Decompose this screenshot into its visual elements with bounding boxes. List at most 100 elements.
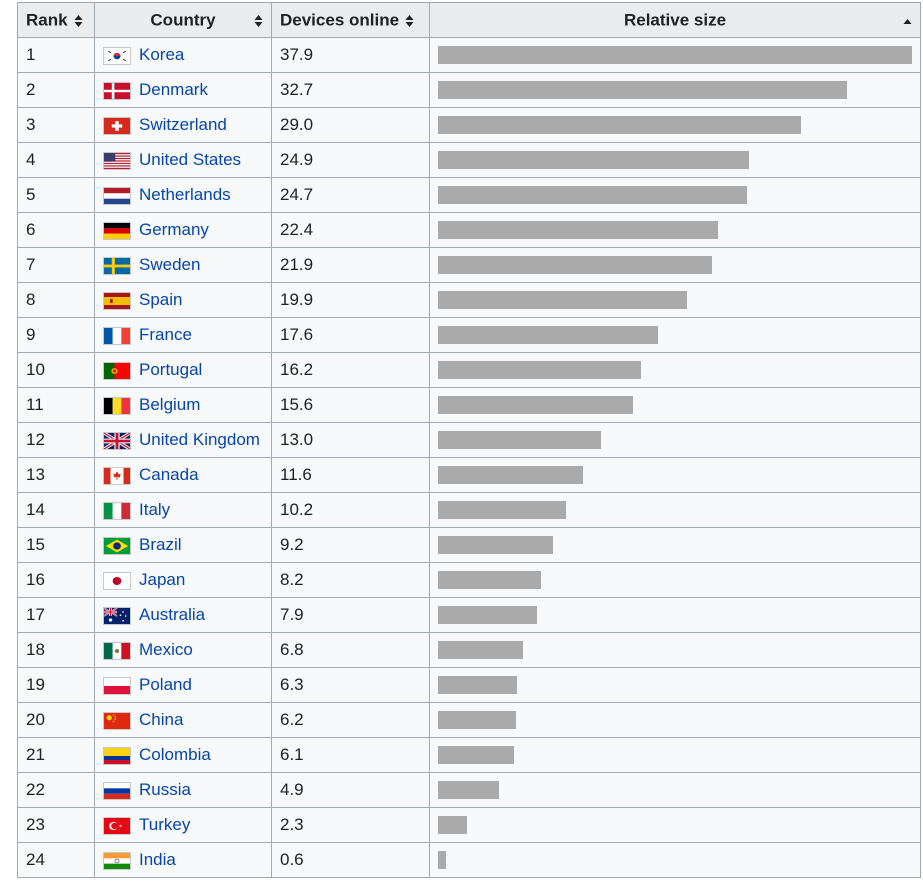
country-cell: Australia	[94, 597, 272, 633]
country-link[interactable]: Japan	[139, 570, 186, 589]
sort-both-icon[interactable]	[405, 13, 414, 28]
uk-flag-icon[interactable]	[103, 431, 131, 450]
relative-size-bar	[438, 81, 847, 99]
sweden-flag-icon[interactable]	[103, 256, 131, 275]
devices-column-header[interactable]: Devices online	[271, 2, 430, 38]
country-link[interactable]: Denmark	[139, 80, 208, 99]
relative-size-bar	[438, 571, 541, 589]
country-link[interactable]: Switzerland	[139, 115, 227, 134]
country-cell: Portugal	[94, 352, 272, 388]
denmark-flag-icon[interactable]	[103, 81, 131, 100]
relative-size-cell	[429, 177, 921, 213]
country-link[interactable]: Poland	[139, 675, 192, 694]
relative-size-cell	[429, 387, 921, 423]
sort-ascending-icon[interactable]	[903, 13, 912, 27]
netherlands-flag-icon[interactable]	[103, 186, 131, 205]
devices-online-cell: 11.6	[271, 457, 430, 493]
rank-column-header[interactable]: Rank	[17, 2, 95, 38]
china-flag-icon[interactable]	[103, 711, 131, 730]
switzerland-flag-icon[interactable]	[103, 116, 131, 135]
rank-header-label: Rank	[26, 10, 68, 30]
country-link[interactable]: Germany	[139, 220, 209, 239]
devices-online-cell: 10.2	[271, 492, 430, 528]
country-link[interactable]: United Kingdom	[139, 430, 260, 449]
italy-flag-icon[interactable]	[103, 501, 131, 520]
country-link[interactable]: France	[139, 325, 192, 344]
country-link[interactable]: United States	[139, 150, 242, 169]
table-row: 8 Spain 19.9	[17, 282, 921, 318]
belgium-flag-icon[interactable]	[103, 396, 131, 415]
table-row: 22 Russia 4.9	[17, 772, 921, 808]
country-link[interactable]: Mexico	[139, 640, 193, 659]
relative-size-cell	[429, 527, 921, 563]
rank-cell: 24	[17, 842, 95, 878]
rank-cell: 5	[17, 177, 95, 213]
rank-cell: 18	[17, 632, 95, 668]
country-header-label: Country	[150, 10, 216, 30]
country-link[interactable]: Belgium	[139, 395, 201, 414]
rank-cell: 22	[17, 772, 95, 808]
country-cell: Russia	[94, 772, 272, 808]
country-link[interactable]: China	[139, 710, 184, 729]
devices-online-cell: 21.9	[271, 247, 430, 283]
country-link[interactable]: Korea	[139, 45, 185, 64]
sort-both-icon[interactable]	[74, 13, 83, 28]
relative-size-bar	[438, 851, 446, 869]
table-header-row: Rank Country Devices online Relative siz…	[17, 2, 921, 38]
country-link[interactable]: Turkey	[139, 815, 191, 834]
relative-size-cell	[429, 422, 921, 458]
table-row: 1 Korea 37.9	[17, 37, 921, 73]
country-link[interactable]: Spain	[139, 290, 183, 309]
germany-flag-icon[interactable]	[103, 221, 131, 240]
country-cell: Switzerland	[94, 107, 272, 143]
canada-flag-icon[interactable]	[103, 466, 131, 485]
devices-online-cell: 16.2	[271, 352, 430, 388]
japan-flag-icon[interactable]	[103, 571, 131, 590]
relative-size-bar	[438, 746, 514, 764]
country-link[interactable]: Sweden	[139, 255, 201, 274]
devices-online-cell: 29.0	[271, 107, 430, 143]
table-row: 20 China 6.2	[17, 702, 921, 738]
country-link[interactable]: Australia	[139, 605, 206, 624]
country-link[interactable]: India	[139, 850, 176, 869]
table-row: 7 Sweden 21.9	[17, 247, 921, 283]
portugal-flag-icon[interactable]	[103, 361, 131, 380]
india-flag-icon[interactable]	[103, 851, 131, 870]
country-column-header[interactable]: Country	[94, 2, 272, 38]
devices-online-cell: 17.6	[271, 317, 430, 353]
colombia-flag-icon[interactable]	[103, 746, 131, 765]
korea-flag-icon[interactable]	[103, 46, 131, 65]
table-row: 21 Colombia 6.1	[17, 737, 921, 773]
rank-cell: 4	[17, 142, 95, 178]
country-link[interactable]: Canada	[139, 465, 199, 484]
mexico-flag-icon[interactable]	[103, 641, 131, 660]
country-link[interactable]: Colombia	[139, 745, 211, 764]
rank-cell: 17	[17, 597, 95, 633]
table-row: 11 Belgium 15.6	[17, 387, 921, 423]
rank-cell: 21	[17, 737, 95, 773]
country-cell: Canada	[94, 457, 272, 493]
russia-flag-icon[interactable]	[103, 781, 131, 800]
spain-flag-icon[interactable]	[103, 291, 131, 310]
australia-flag-icon[interactable]	[103, 606, 131, 625]
poland-flag-icon[interactable]	[103, 676, 131, 695]
devices-online-cell: 22.4	[271, 212, 430, 248]
relative-size-column-header[interactable]: Relative size	[429, 2, 921, 38]
country-link[interactable]: Russia	[139, 780, 191, 799]
usa-flag-icon[interactable]	[103, 151, 131, 170]
devices-online-cell: 15.6	[271, 387, 430, 423]
country-cell: Denmark	[94, 72, 272, 108]
country-link[interactable]: Netherlands	[139, 185, 231, 204]
relative-size-cell	[429, 282, 921, 318]
sort-both-icon[interactable]	[254, 13, 263, 27]
relative-size-bar	[438, 781, 499, 799]
france-flag-icon[interactable]	[103, 326, 131, 345]
devices-online-cell: 6.2	[271, 702, 430, 738]
turkey-flag-icon[interactable]	[103, 816, 131, 835]
country-link[interactable]: Portugal	[139, 360, 203, 379]
brazil-flag-icon[interactable]	[103, 536, 131, 555]
relative-size-bar	[438, 816, 467, 834]
country-link[interactable]: Brazil	[139, 535, 182, 554]
country-link[interactable]: Italy	[139, 500, 171, 519]
devices-online-cell: 13.0	[271, 422, 430, 458]
